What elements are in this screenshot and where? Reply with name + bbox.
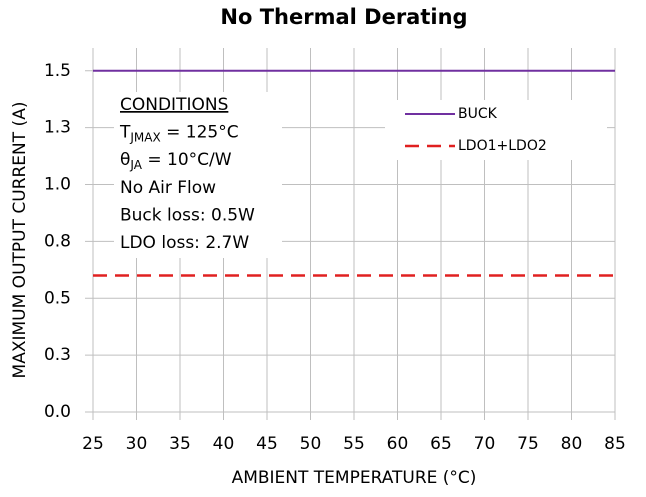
annotation: Buck loss: 0.5W — [120, 205, 255, 225]
x-tick-label: 80 — [561, 434, 583, 454]
x-tick-label: 50 — [300, 434, 322, 454]
x-tick-label: 85 — [604, 434, 626, 454]
annotation: CONDITIONS — [120, 95, 228, 115]
chart-title: No Thermal Derating — [220, 5, 467, 29]
x-tick-label: 45 — [256, 434, 278, 454]
x-tick-label: 25 — [82, 434, 104, 454]
annotation: TJMAX = 125°C — [119, 123, 239, 145]
annotation-sub: JMAX — [129, 130, 160, 144]
y-tick-label: 0.5 — [44, 288, 71, 308]
x-tick-label: 40 — [213, 434, 235, 454]
legend-label: LDO1+LDO2 — [458, 138, 547, 154]
y-tick-label: 1.0 — [44, 175, 71, 195]
annotation-sub: JA — [129, 158, 142, 172]
x-tick-label: 70 — [474, 434, 496, 454]
x-tick-label: 35 — [169, 434, 191, 454]
legend-label: BUCK — [458, 106, 498, 122]
y-tick-label: 0.8 — [44, 231, 71, 251]
x-tick-label: 65 — [430, 434, 452, 454]
annotation: LDO loss: 2.7W — [120, 233, 249, 253]
annotation: θJA = 10°C/W — [120, 150, 232, 172]
annotation: No Air Flow — [120, 178, 216, 198]
y-axis-label: MAXIMUM OUTPUT CURRENT (A) — [10, 102, 30, 379]
annotation-rest: = 125°C — [161, 123, 239, 143]
y-tick-label: 0.0 — [44, 402, 71, 422]
annotation-rest: = 10°C/W — [142, 150, 232, 170]
x-tick-label: 55 — [343, 434, 365, 454]
x-tick-label: 60 — [387, 434, 409, 454]
annotation-main: θ — [120, 150, 130, 170]
annotation-main: T — [119, 123, 131, 143]
y-tick-label: 1.3 — [44, 118, 71, 138]
x-tick-label: 30 — [126, 434, 148, 454]
x-axis-label: AMBIENT TEMPERATURE (°C) — [232, 468, 477, 488]
x-tick-label: 75 — [517, 434, 539, 454]
y-tick-label: 1.5 — [44, 61, 71, 81]
legend-box — [385, 100, 607, 160]
annotation-box — [114, 92, 282, 258]
y-tick-label: 0.3 — [44, 345, 71, 365]
